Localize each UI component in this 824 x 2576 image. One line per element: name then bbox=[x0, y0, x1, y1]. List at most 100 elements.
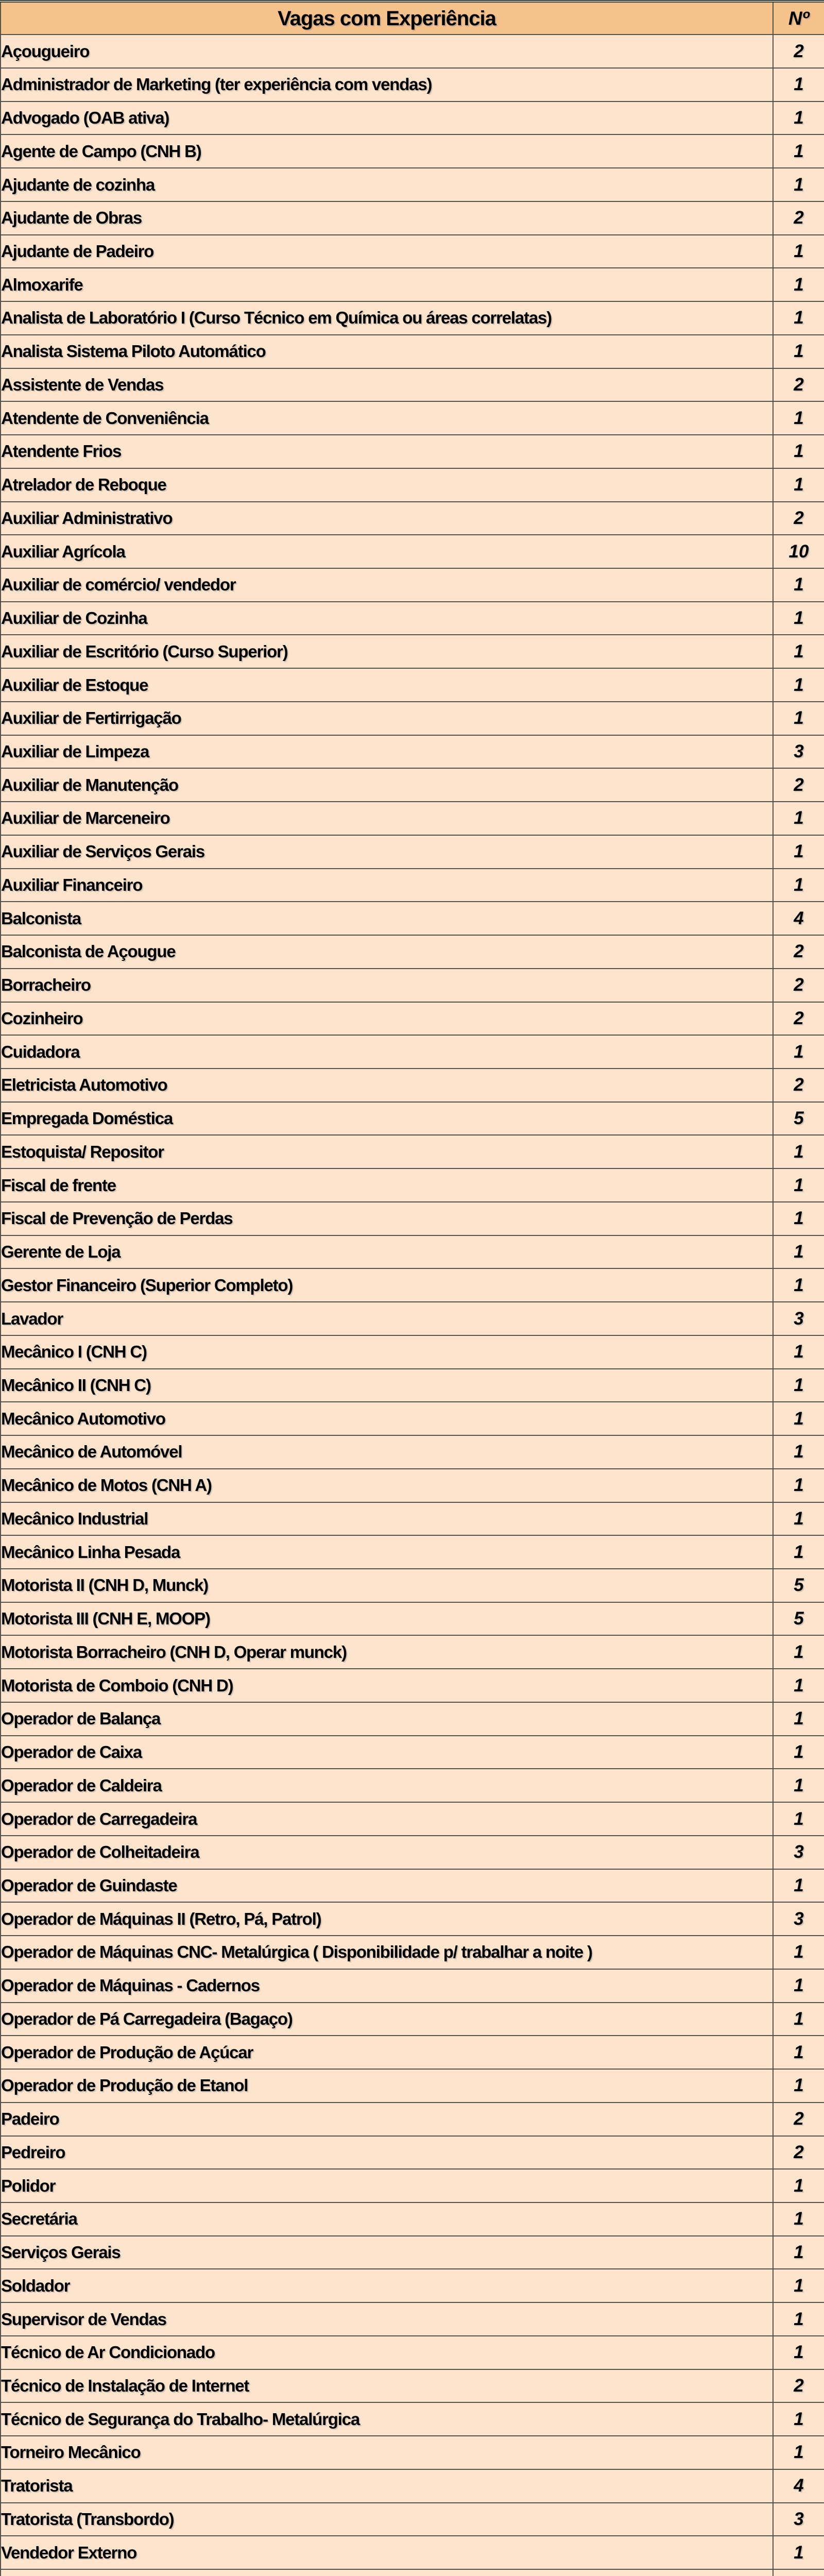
vacancy-label: Secretária bbox=[1, 2201, 773, 2236]
vacancy-count: 1 bbox=[772, 1768, 824, 1803]
vacancy-label: Empregada Doméstica bbox=[1, 1101, 773, 1136]
vacancy-label: Eletricista Automotivo bbox=[1, 1068, 773, 1102]
vacancy-count: 3 bbox=[772, 734, 824, 769]
table-row: Operador de Carregadeira 1 bbox=[1, 1802, 824, 1836]
vacancy-count: 2 bbox=[772, 768, 824, 802]
vacancy-label: Polidor bbox=[1, 2168, 773, 2202]
vacancy-count: 1 bbox=[772, 2335, 824, 2369]
vacancy-count: 3 bbox=[772, 2502, 824, 2536]
vacancy-label: Serviços Gerais bbox=[1, 2235, 773, 2269]
vacancy-label: Agente de Campo (CNH B) bbox=[1, 134, 773, 168]
vacancy-count: 1 bbox=[772, 1201, 824, 1235]
vacancy-count: 3 bbox=[772, 1902, 824, 1936]
vacancy-count: 1 bbox=[772, 2168, 824, 2202]
vacancy-count: 1 bbox=[772, 2268, 824, 2303]
table-row: Mecânico de Automóvel 1 bbox=[1, 1435, 824, 1469]
table-row: Operador de Máquinas - Cadernos 1 bbox=[1, 1968, 824, 2003]
vacancy-count: 1 bbox=[772, 1401, 824, 1436]
vacancy-label: Balconista bbox=[1, 901, 773, 936]
vacancy-count: 1 bbox=[772, 1268, 824, 1302]
number-column-header: Nº bbox=[772, 0, 824, 35]
vacancy-count: 2 bbox=[772, 2102, 824, 2136]
table-row: Atendente de Conveniência 1 bbox=[1, 401, 824, 435]
vacancy-count: 1 bbox=[772, 834, 824, 869]
vacancy-label: Gestor Financeiro (Superior Completo) bbox=[1, 1268, 773, 1302]
vacancy-label: Mecânico Linha Pesada bbox=[1, 1535, 773, 1569]
vacancy-label: Operador de Máquinas - Cadernos bbox=[1, 1968, 773, 2003]
table-row: Analista de Laboratório I (Curso Técnico… bbox=[1, 301, 824, 335]
vacancy-count: 3 bbox=[772, 1835, 824, 1869]
vacancy-label: Auxiliar Agrícola bbox=[1, 534, 773, 568]
vacancy-count: 2 bbox=[772, 2368, 824, 2403]
table-row: Lavador 3 bbox=[1, 1301, 824, 1335]
table-row: Advogado (OAB ativa) 1 bbox=[1, 100, 824, 135]
table-row: Pedreiro 2 bbox=[1, 2135, 824, 2170]
table-row: Agente de Campo (CNH B) 1 bbox=[1, 134, 824, 168]
vacancy-count: 1 bbox=[772, 701, 824, 735]
vacancy-label: Auxiliar de Serviços Gerais bbox=[1, 834, 773, 869]
vacancy-count: 5 bbox=[772, 1568, 824, 1602]
vacancy-label: Supervisor de Vendas bbox=[1, 2302, 773, 2336]
vacancy-count: 1 bbox=[772, 267, 824, 302]
vacancy-label: Auxiliar de Escritório (Curso Superior) bbox=[1, 634, 773, 669]
table-row: Tratorista 4 bbox=[1, 2468, 824, 2503]
vacancy-count: 1 bbox=[772, 1368, 824, 1402]
table-row: Operador de Produção de Açúcar 1 bbox=[1, 2035, 824, 2070]
table-row: Balconista 4 bbox=[1, 901, 824, 936]
vacancy-count: 1 bbox=[772, 1435, 824, 1469]
vacancy-label: Padeiro bbox=[1, 2102, 773, 2136]
table-row: Operador de Pá Carregadeira (Bagaço) 1 bbox=[1, 2002, 824, 2036]
vacancy-count: 1 bbox=[772, 1501, 824, 1536]
vacancy-label: Ajudante de Padeiro bbox=[1, 234, 773, 268]
table-row: Almoxarife 1 bbox=[1, 267, 824, 302]
vacancy-count: 4 bbox=[772, 2468, 824, 2503]
vacancy-label: Mecânico Industrial bbox=[1, 1501, 773, 1536]
vacancy-count: 2 bbox=[772, 1001, 824, 1036]
table-row: Padeiro 2 bbox=[1, 2102, 824, 2136]
table-row: Balconista de Açougue 2 bbox=[1, 935, 824, 969]
vacancy-count: 1 bbox=[772, 234, 824, 268]
vacancy-count: 1 bbox=[772, 1635, 824, 1669]
vacancy-count: 1 bbox=[772, 2035, 824, 2070]
vacancy-label: Lavador bbox=[1, 1301, 773, 1335]
vacancy-label: Atendente Frios bbox=[1, 434, 773, 468]
vacancy-count: 1 bbox=[772, 801, 824, 835]
vacancy-label: Técnico de Ar Condicionado bbox=[1, 2335, 773, 2369]
table-row: Técnico de Segurança do Trabalho- Metalú… bbox=[1, 2402, 824, 2436]
vacancy-count: 1 bbox=[772, 401, 824, 435]
vacancy-label: Mecânico de Automóvel bbox=[1, 1435, 773, 1469]
vacancy-count: 1 bbox=[772, 1334, 824, 1369]
vacancy-count: 11 bbox=[772, 2569, 824, 2576]
vacancy-label: Cozinheiro bbox=[1, 1001, 773, 1036]
vacancy-label: Soldador bbox=[1, 2268, 773, 2303]
table-row: Operador de Balança 1 bbox=[1, 1701, 824, 1736]
vacancy-label: Ajudante de Obras bbox=[1, 200, 773, 235]
table-row: Mecânico Automotivo 1 bbox=[1, 1401, 824, 1436]
vacancy-label: Operador de Máquinas CNC- Metalúrgica ( … bbox=[1, 1935, 773, 1969]
vacancy-count: 1 bbox=[772, 67, 824, 101]
vacancy-count: 1 bbox=[772, 668, 824, 702]
vacancy-label: Auxiliar de Fertirrigação bbox=[1, 701, 773, 735]
table-row: Analista Sistema Piloto Automático 1 bbox=[1, 334, 824, 368]
table-row: Mecânico II (CNH C) 1 bbox=[1, 1368, 824, 1402]
vacancy-label: Gerente de Loja bbox=[1, 1234, 773, 1269]
table-row: Cozinheiro 2 bbox=[1, 1001, 824, 1036]
table-row: Atrelador de Reboque 1 bbox=[1, 467, 824, 502]
vacancy-label: Operador de Carregadeira bbox=[1, 1802, 773, 1836]
table-row: Auxiliar de Escritório (Curso Superior) 1 bbox=[1, 634, 824, 669]
vacancy-label: Atendente de Conveniência bbox=[1, 401, 773, 435]
vacancy-count: 1 bbox=[772, 1134, 824, 1169]
table-row: Auxiliar de Limpeza 3 bbox=[1, 734, 824, 769]
table-row: Técnico de Instalação de Internet 2 bbox=[1, 2368, 824, 2403]
vacancy-count: 1 bbox=[772, 1468, 824, 1502]
table-row: Secretária 1 bbox=[1, 2201, 824, 2236]
table-row: Auxiliar de Estoque 1 bbox=[1, 668, 824, 702]
table-row: Empregada Doméstica 5 bbox=[1, 1101, 824, 1136]
table-row: Motorista III (CNH E, MOOP) 5 bbox=[1, 1601, 824, 1636]
vacancy-count: 1 bbox=[772, 601, 824, 635]
table-row: Operador de Guindaste 1 bbox=[1, 1868, 824, 1903]
vacancy-label: Estoquista/ Repositor bbox=[1, 1134, 773, 1169]
vacancy-count: 5 bbox=[772, 1101, 824, 1136]
